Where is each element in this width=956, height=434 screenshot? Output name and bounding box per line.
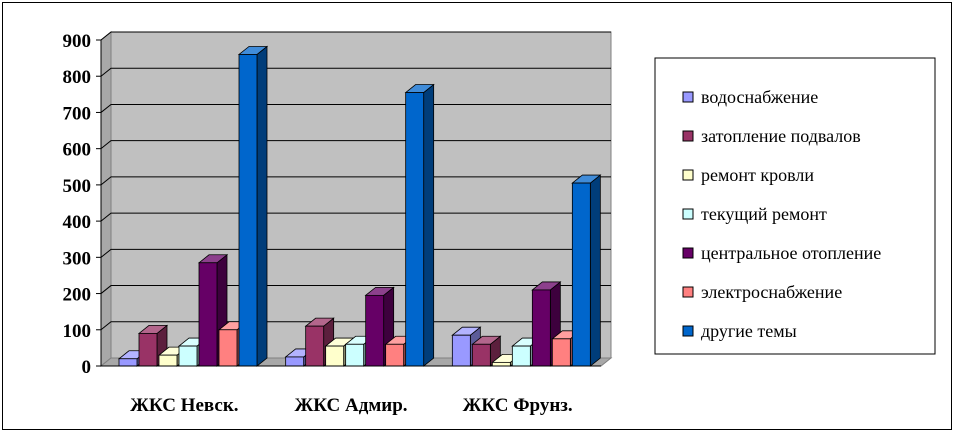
y-tick-label: 100	[63, 321, 92, 342]
bar-front	[305, 325, 325, 367]
x-category-label: ЖКС Фрунз.	[463, 395, 573, 416]
bar-side	[423, 83, 435, 367]
legend-box	[654, 57, 936, 355]
bar-front	[531, 289, 551, 367]
bar-front	[405, 92, 425, 367]
gridline	[100, 176, 611, 186]
bar-front	[385, 343, 405, 367]
bar-front	[571, 182, 591, 367]
bar-front	[198, 262, 218, 367]
gridline	[100, 248, 611, 258]
legend-swatch	[682, 169, 694, 181]
bar-front	[365, 294, 385, 367]
y-tick-label: 400	[63, 212, 92, 233]
bar	[571, 174, 602, 367]
bar-front	[551, 338, 571, 367]
y-tick-label: 800	[63, 67, 92, 88]
y-tick-label: 300	[63, 248, 92, 269]
bar-front	[218, 329, 238, 367]
bar-front	[138, 332, 158, 367]
y-tick-label: 600	[63, 140, 92, 161]
gridline	[100, 285, 611, 294]
y-tick-label: 900	[63, 31, 92, 52]
bars	[101, 45, 602, 367]
legend-entry-label: текущий ремонт	[701, 204, 827, 224]
legend-entry-label: другие темы	[701, 321, 797, 341]
bar-front	[285, 356, 305, 367]
bar-front	[491, 361, 511, 367]
legend-swatch	[682, 91, 694, 103]
legend-entry-label: ремонт кровли	[701, 165, 814, 185]
legend: водоснабжение затопление подвалов ремонт к…	[654, 57, 936, 355]
plot-side-wall	[100, 30, 112, 368]
gridline	[100, 67, 611, 77]
bar	[404, 83, 435, 367]
legend-entry-label: водоснабжение	[701, 87, 818, 107]
legend-swatch	[682, 208, 694, 220]
legend-entry-label: электроснабжение	[701, 282, 842, 302]
bar-front	[238, 54, 258, 367]
gridline	[100, 321, 611, 331]
bar-front	[451, 334, 471, 367]
y-tick-label: 500	[63, 176, 92, 197]
bar-front	[325, 345, 345, 367]
gridline	[100, 140, 611, 150]
bar	[237, 45, 269, 367]
x-category-label: ЖКС Адмир.	[294, 395, 407, 416]
chart-frame: 0 100 200 300 400 500 600 700 800 900 ЖКС Невск. Ж…	[2, 2, 952, 430]
y-tick-label: 200	[63, 285, 92, 306]
bar-front	[178, 345, 198, 367]
bar-front	[158, 354, 178, 367]
legend-swatch	[682, 286, 694, 298]
y-tick-label: 700	[63, 103, 92, 124]
legend-entry-label: центральное отопление	[701, 243, 881, 263]
legend-swatch	[682, 325, 694, 337]
bar-front	[118, 358, 138, 367]
legend-swatch	[682, 130, 694, 142]
bar-side	[256, 45, 268, 367]
bar-front	[345, 343, 365, 367]
gridline	[100, 212, 611, 222]
bar	[471, 335, 502, 367]
x-category-label: ЖКС Невск.	[130, 395, 238, 416]
gridline	[100, 31, 611, 41]
bar-front	[471, 343, 491, 367]
bar-front	[511, 345, 531, 367]
legend-entry-label: затопление подвалов	[701, 126, 861, 146]
bar-side	[589, 174, 601, 367]
y-tick-label: 0	[82, 357, 92, 378]
x-axis-categories: ЖКС Невск. ЖКС Адмир. ЖКС Фрунз.	[130, 395, 573, 416]
gridline	[100, 103, 611, 113]
y-axis-ticks: 0 100 200 300 400 500 600 700 800 900	[63, 31, 601, 378]
legend-swatch	[682, 247, 694, 259]
